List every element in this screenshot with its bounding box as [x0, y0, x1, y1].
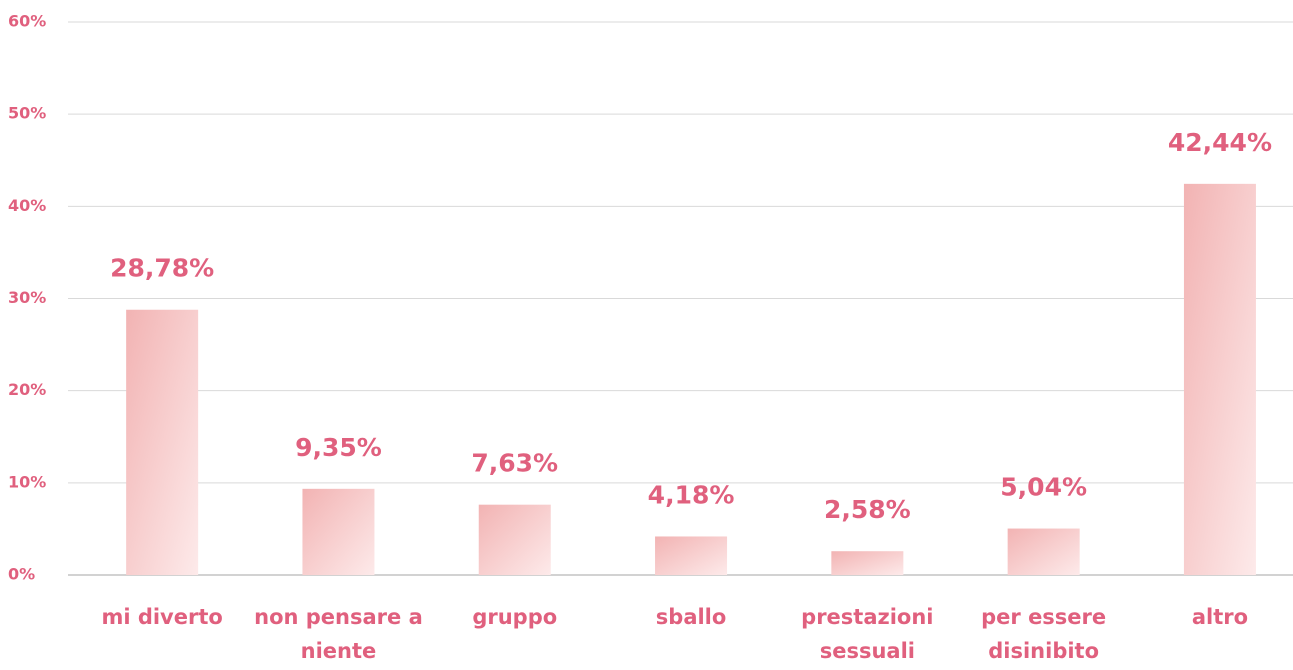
x-tick-label: gruppo	[472, 605, 558, 629]
x-tick-label: non pensare a niente	[254, 605, 423, 663]
y-tick-label: 60%	[8, 12, 46, 31]
bar	[655, 536, 728, 575]
bar	[1007, 528, 1080, 575]
y-tick-label: 10%	[8, 472, 46, 491]
x-tick-label: mi diverto	[101, 605, 223, 629]
x-tick-label: altro	[1191, 605, 1249, 629]
y-tick-label: 20%	[8, 380, 46, 399]
y-tick-label: 30%	[8, 288, 46, 307]
x-tick-label: prestazioni sessuali	[801, 605, 934, 663]
y-tick-label: 40%	[8, 196, 46, 215]
value-label: 9,35%	[295, 433, 382, 462]
x-tick-label: sballo	[655, 605, 727, 629]
value-label: 42,44%	[1168, 128, 1272, 157]
value-label: 2,58%	[824, 495, 911, 524]
bar	[126, 309, 199, 575]
bar	[831, 551, 904, 575]
value-label: 5,04%	[1000, 473, 1087, 502]
y-tick-label: 0%	[8, 565, 35, 584]
x-tick-label: per essere disinibito	[981, 605, 1107, 663]
bar	[478, 504, 551, 575]
value-label: 7,63%	[471, 449, 558, 478]
value-label: 28,78%	[110, 254, 214, 283]
bar	[1183, 183, 1256, 575]
bar	[302, 488, 375, 575]
y-tick-label: 50%	[8, 104, 46, 123]
value-label: 4,18%	[648, 480, 735, 509]
